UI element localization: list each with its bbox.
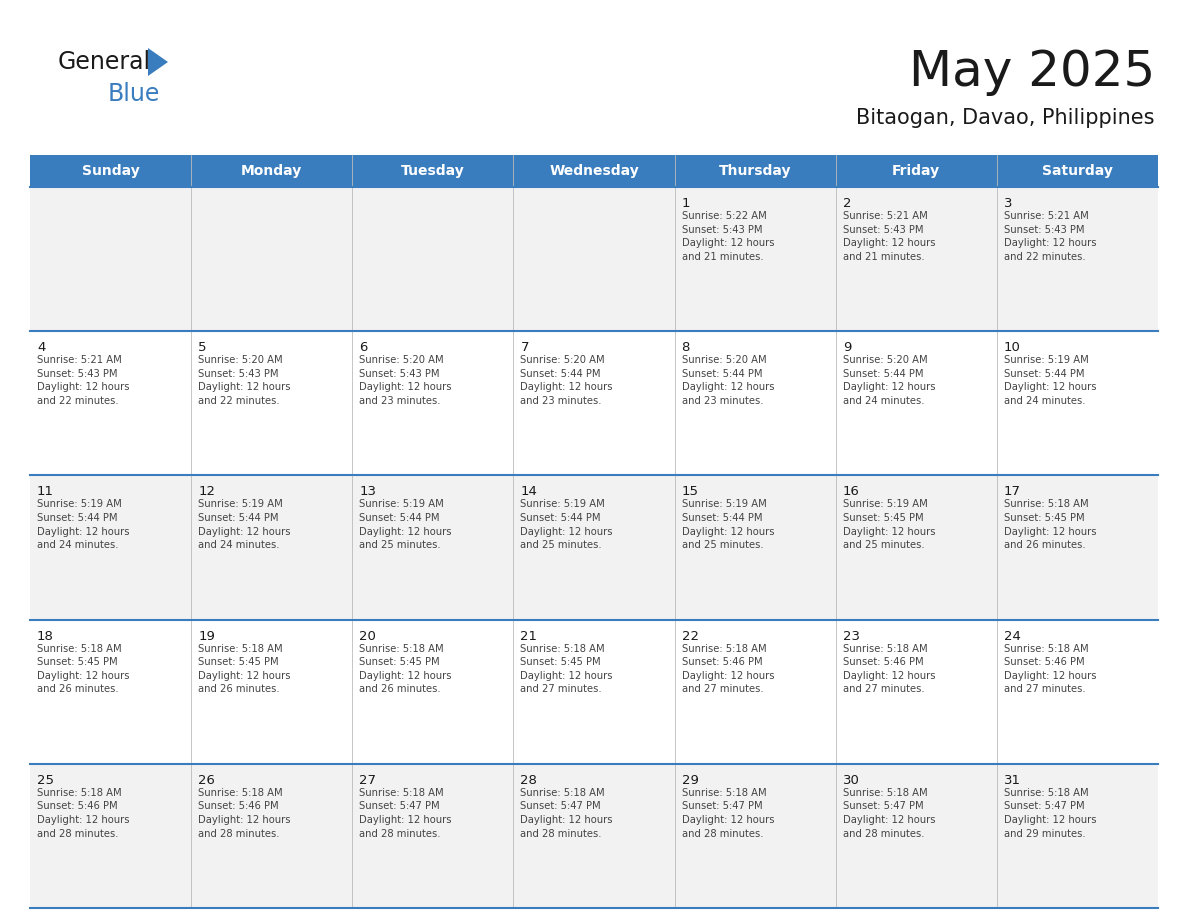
Text: 19: 19 bbox=[198, 630, 215, 643]
Text: 2: 2 bbox=[842, 197, 852, 210]
Text: 22: 22 bbox=[682, 630, 699, 643]
Text: Sunrise: 5:18 AM
Sunset: 5:46 PM
Daylight: 12 hours
and 27 minutes.: Sunrise: 5:18 AM Sunset: 5:46 PM Dayligh… bbox=[682, 644, 775, 694]
Text: Bitaogan, Davao, Philippines: Bitaogan, Davao, Philippines bbox=[857, 108, 1155, 128]
Text: Sunrise: 5:21 AM
Sunset: 5:43 PM
Daylight: 12 hours
and 22 minutes.: Sunrise: 5:21 AM Sunset: 5:43 PM Dayligh… bbox=[1004, 211, 1097, 262]
Text: Sunrise: 5:19 AM
Sunset: 5:44 PM
Daylight: 12 hours
and 25 minutes.: Sunrise: 5:19 AM Sunset: 5:44 PM Dayligh… bbox=[682, 499, 775, 550]
Text: 3: 3 bbox=[1004, 197, 1012, 210]
Text: 17: 17 bbox=[1004, 486, 1020, 498]
Text: 12: 12 bbox=[198, 486, 215, 498]
Bar bbox=[30, 155, 1158, 187]
Text: Sunrise: 5:19 AM
Sunset: 5:45 PM
Daylight: 12 hours
and 25 minutes.: Sunrise: 5:19 AM Sunset: 5:45 PM Dayligh… bbox=[842, 499, 935, 550]
Text: Sunrise: 5:18 AM
Sunset: 5:46 PM
Daylight: 12 hours
and 28 minutes.: Sunrise: 5:18 AM Sunset: 5:46 PM Dayligh… bbox=[37, 788, 129, 839]
Text: 15: 15 bbox=[682, 486, 699, 498]
Bar bbox=[30, 331, 1158, 476]
Text: Sunrise: 5:18 AM
Sunset: 5:45 PM
Daylight: 12 hours
and 26 minutes.: Sunrise: 5:18 AM Sunset: 5:45 PM Dayligh… bbox=[37, 644, 129, 694]
Text: 14: 14 bbox=[520, 486, 537, 498]
Text: Sunrise: 5:20 AM
Sunset: 5:44 PM
Daylight: 12 hours
and 24 minutes.: Sunrise: 5:20 AM Sunset: 5:44 PM Dayligh… bbox=[842, 355, 935, 406]
Text: 24: 24 bbox=[1004, 630, 1020, 643]
Text: Sunrise: 5:19 AM
Sunset: 5:44 PM
Daylight: 12 hours
and 24 minutes.: Sunrise: 5:19 AM Sunset: 5:44 PM Dayligh… bbox=[37, 499, 129, 550]
Text: Sunrise: 5:18 AM
Sunset: 5:45 PM
Daylight: 12 hours
and 26 minutes.: Sunrise: 5:18 AM Sunset: 5:45 PM Dayligh… bbox=[1004, 499, 1097, 550]
Text: 31: 31 bbox=[1004, 774, 1020, 787]
Text: 18: 18 bbox=[37, 630, 53, 643]
Text: General: General bbox=[58, 50, 151, 74]
Text: Sunrise: 5:21 AM
Sunset: 5:43 PM
Daylight: 12 hours
and 22 minutes.: Sunrise: 5:21 AM Sunset: 5:43 PM Dayligh… bbox=[37, 355, 129, 406]
Text: 8: 8 bbox=[682, 341, 690, 354]
Text: 16: 16 bbox=[842, 486, 860, 498]
Text: Friday: Friday bbox=[892, 164, 941, 178]
Text: 29: 29 bbox=[682, 774, 699, 787]
Text: Sunrise: 5:18 AM
Sunset: 5:46 PM
Daylight: 12 hours
and 28 minutes.: Sunrise: 5:18 AM Sunset: 5:46 PM Dayligh… bbox=[198, 788, 291, 839]
Text: 10: 10 bbox=[1004, 341, 1020, 354]
Text: 30: 30 bbox=[842, 774, 860, 787]
Text: Sunrise: 5:19 AM
Sunset: 5:44 PM
Daylight: 12 hours
and 24 minutes.: Sunrise: 5:19 AM Sunset: 5:44 PM Dayligh… bbox=[198, 499, 291, 550]
Text: Sunrise: 5:20 AM
Sunset: 5:43 PM
Daylight: 12 hours
and 23 minutes.: Sunrise: 5:20 AM Sunset: 5:43 PM Dayligh… bbox=[359, 355, 451, 406]
Text: 27: 27 bbox=[359, 774, 377, 787]
Bar bbox=[30, 764, 1158, 908]
Bar bbox=[30, 476, 1158, 620]
Text: 5: 5 bbox=[198, 341, 207, 354]
Text: Sunrise: 5:18 AM
Sunset: 5:45 PM
Daylight: 12 hours
and 26 minutes.: Sunrise: 5:18 AM Sunset: 5:45 PM Dayligh… bbox=[359, 644, 451, 694]
Text: 9: 9 bbox=[842, 341, 851, 354]
Text: Thursday: Thursday bbox=[719, 164, 791, 178]
Text: May 2025: May 2025 bbox=[909, 48, 1155, 96]
Text: Sunday: Sunday bbox=[82, 164, 139, 178]
Bar bbox=[30, 620, 1158, 764]
Text: Tuesday: Tuesday bbox=[402, 164, 465, 178]
Text: Sunrise: 5:18 AM
Sunset: 5:47 PM
Daylight: 12 hours
and 28 minutes.: Sunrise: 5:18 AM Sunset: 5:47 PM Dayligh… bbox=[682, 788, 775, 839]
Text: Sunrise: 5:18 AM
Sunset: 5:47 PM
Daylight: 12 hours
and 28 minutes.: Sunrise: 5:18 AM Sunset: 5:47 PM Dayligh… bbox=[359, 788, 451, 839]
Polygon shape bbox=[148, 48, 168, 76]
Text: Sunrise: 5:20 AM
Sunset: 5:44 PM
Daylight: 12 hours
and 23 minutes.: Sunrise: 5:20 AM Sunset: 5:44 PM Dayligh… bbox=[520, 355, 613, 406]
Text: 13: 13 bbox=[359, 486, 377, 498]
Text: Wednesday: Wednesday bbox=[549, 164, 639, 178]
Text: 23: 23 bbox=[842, 630, 860, 643]
Text: 4: 4 bbox=[37, 341, 45, 354]
Text: Sunrise: 5:18 AM
Sunset: 5:47 PM
Daylight: 12 hours
and 28 minutes.: Sunrise: 5:18 AM Sunset: 5:47 PM Dayligh… bbox=[842, 788, 935, 839]
Text: Sunrise: 5:18 AM
Sunset: 5:47 PM
Daylight: 12 hours
and 29 minutes.: Sunrise: 5:18 AM Sunset: 5:47 PM Dayligh… bbox=[1004, 788, 1097, 839]
Text: 11: 11 bbox=[37, 486, 53, 498]
Text: 6: 6 bbox=[359, 341, 367, 354]
Text: Sunrise: 5:18 AM
Sunset: 5:45 PM
Daylight: 12 hours
and 27 minutes.: Sunrise: 5:18 AM Sunset: 5:45 PM Dayligh… bbox=[520, 644, 613, 694]
Text: Sunrise: 5:18 AM
Sunset: 5:46 PM
Daylight: 12 hours
and 27 minutes.: Sunrise: 5:18 AM Sunset: 5:46 PM Dayligh… bbox=[842, 644, 935, 694]
Text: Sunrise: 5:19 AM
Sunset: 5:44 PM
Daylight: 12 hours
and 25 minutes.: Sunrise: 5:19 AM Sunset: 5:44 PM Dayligh… bbox=[359, 499, 451, 550]
Text: 25: 25 bbox=[37, 774, 53, 787]
Text: Sunrise: 5:21 AM
Sunset: 5:43 PM
Daylight: 12 hours
and 21 minutes.: Sunrise: 5:21 AM Sunset: 5:43 PM Dayligh… bbox=[842, 211, 935, 262]
Text: Sunrise: 5:19 AM
Sunset: 5:44 PM
Daylight: 12 hours
and 24 minutes.: Sunrise: 5:19 AM Sunset: 5:44 PM Dayligh… bbox=[1004, 355, 1097, 406]
Text: 26: 26 bbox=[198, 774, 215, 787]
Text: Sunrise: 5:20 AM
Sunset: 5:43 PM
Daylight: 12 hours
and 22 minutes.: Sunrise: 5:20 AM Sunset: 5:43 PM Dayligh… bbox=[198, 355, 291, 406]
Bar bbox=[30, 187, 1158, 331]
Text: Sunrise: 5:18 AM
Sunset: 5:45 PM
Daylight: 12 hours
and 26 minutes.: Sunrise: 5:18 AM Sunset: 5:45 PM Dayligh… bbox=[198, 644, 291, 694]
Text: Sunrise: 5:19 AM
Sunset: 5:44 PM
Daylight: 12 hours
and 25 minutes.: Sunrise: 5:19 AM Sunset: 5:44 PM Dayligh… bbox=[520, 499, 613, 550]
Text: Sunrise: 5:18 AM
Sunset: 5:47 PM
Daylight: 12 hours
and 28 minutes.: Sunrise: 5:18 AM Sunset: 5:47 PM Dayligh… bbox=[520, 788, 613, 839]
Text: Blue: Blue bbox=[108, 82, 160, 106]
Text: 20: 20 bbox=[359, 630, 377, 643]
Text: Monday: Monday bbox=[241, 164, 302, 178]
Text: Sunrise: 5:20 AM
Sunset: 5:44 PM
Daylight: 12 hours
and 23 minutes.: Sunrise: 5:20 AM Sunset: 5:44 PM Dayligh… bbox=[682, 355, 775, 406]
Text: 28: 28 bbox=[520, 774, 537, 787]
Text: Sunrise: 5:18 AM
Sunset: 5:46 PM
Daylight: 12 hours
and 27 minutes.: Sunrise: 5:18 AM Sunset: 5:46 PM Dayligh… bbox=[1004, 644, 1097, 694]
Text: 1: 1 bbox=[682, 197, 690, 210]
Text: 7: 7 bbox=[520, 341, 529, 354]
Text: Sunrise: 5:22 AM
Sunset: 5:43 PM
Daylight: 12 hours
and 21 minutes.: Sunrise: 5:22 AM Sunset: 5:43 PM Dayligh… bbox=[682, 211, 775, 262]
Text: 21: 21 bbox=[520, 630, 537, 643]
Text: Saturday: Saturday bbox=[1042, 164, 1113, 178]
